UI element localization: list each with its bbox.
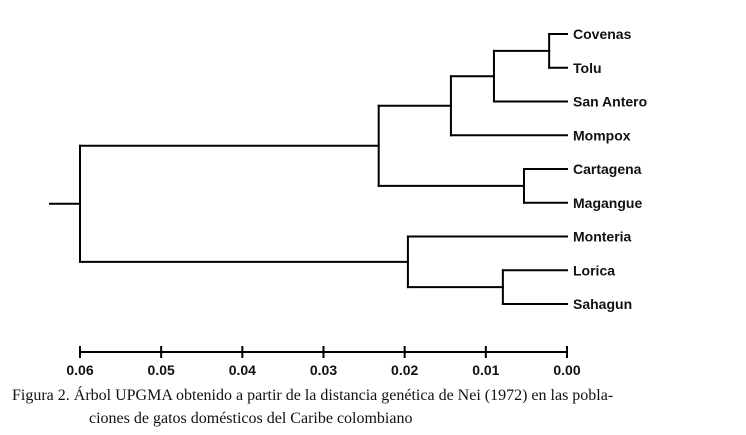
axis-tick-label: 0.04 <box>229 362 256 378</box>
axis-tick-label: 0.02 <box>391 362 418 378</box>
leaf-label: Lorica <box>573 262 615 278</box>
axis-tick-label: 0.05 <box>148 362 175 378</box>
axis-tick-label: 0.03 <box>310 362 337 378</box>
axis-tick-label: 0.01 <box>472 362 499 378</box>
leaf-label: Mompox <box>573 127 631 143</box>
axis-tick-label: 0.06 <box>66 362 93 378</box>
leaf-label: Tolu <box>573 60 602 76</box>
leaf-label: Sahagun <box>573 296 632 312</box>
caption-line-2: ciones de gatos domésticos del Caribe co… <box>89 410 413 427</box>
dendrogram: Covenas Tolu San Antero Mompox Cartagena Maga… <box>49 26 647 378</box>
axis-tick-label: 0.00 <box>553 362 580 378</box>
figure-caption: Figura 2. Árbol UPGMA obtenido a partir … <box>12 384 613 430</box>
leaf-label: San Antero <box>573 94 647 110</box>
leaf-label: Magangue <box>573 195 642 211</box>
caption-line-1: Figura 2. Árbol UPGMA obtenido a partir … <box>12 387 614 404</box>
leaf-label: Monteria <box>573 229 632 245</box>
leaf-label: Cartagena <box>573 161 642 177</box>
leaf-label: Covenas <box>573 26 632 42</box>
